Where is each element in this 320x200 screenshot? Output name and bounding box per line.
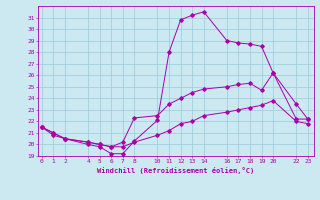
X-axis label: Windchill (Refroidissement éolien,°C): Windchill (Refroidissement éolien,°C): [97, 167, 255, 174]
